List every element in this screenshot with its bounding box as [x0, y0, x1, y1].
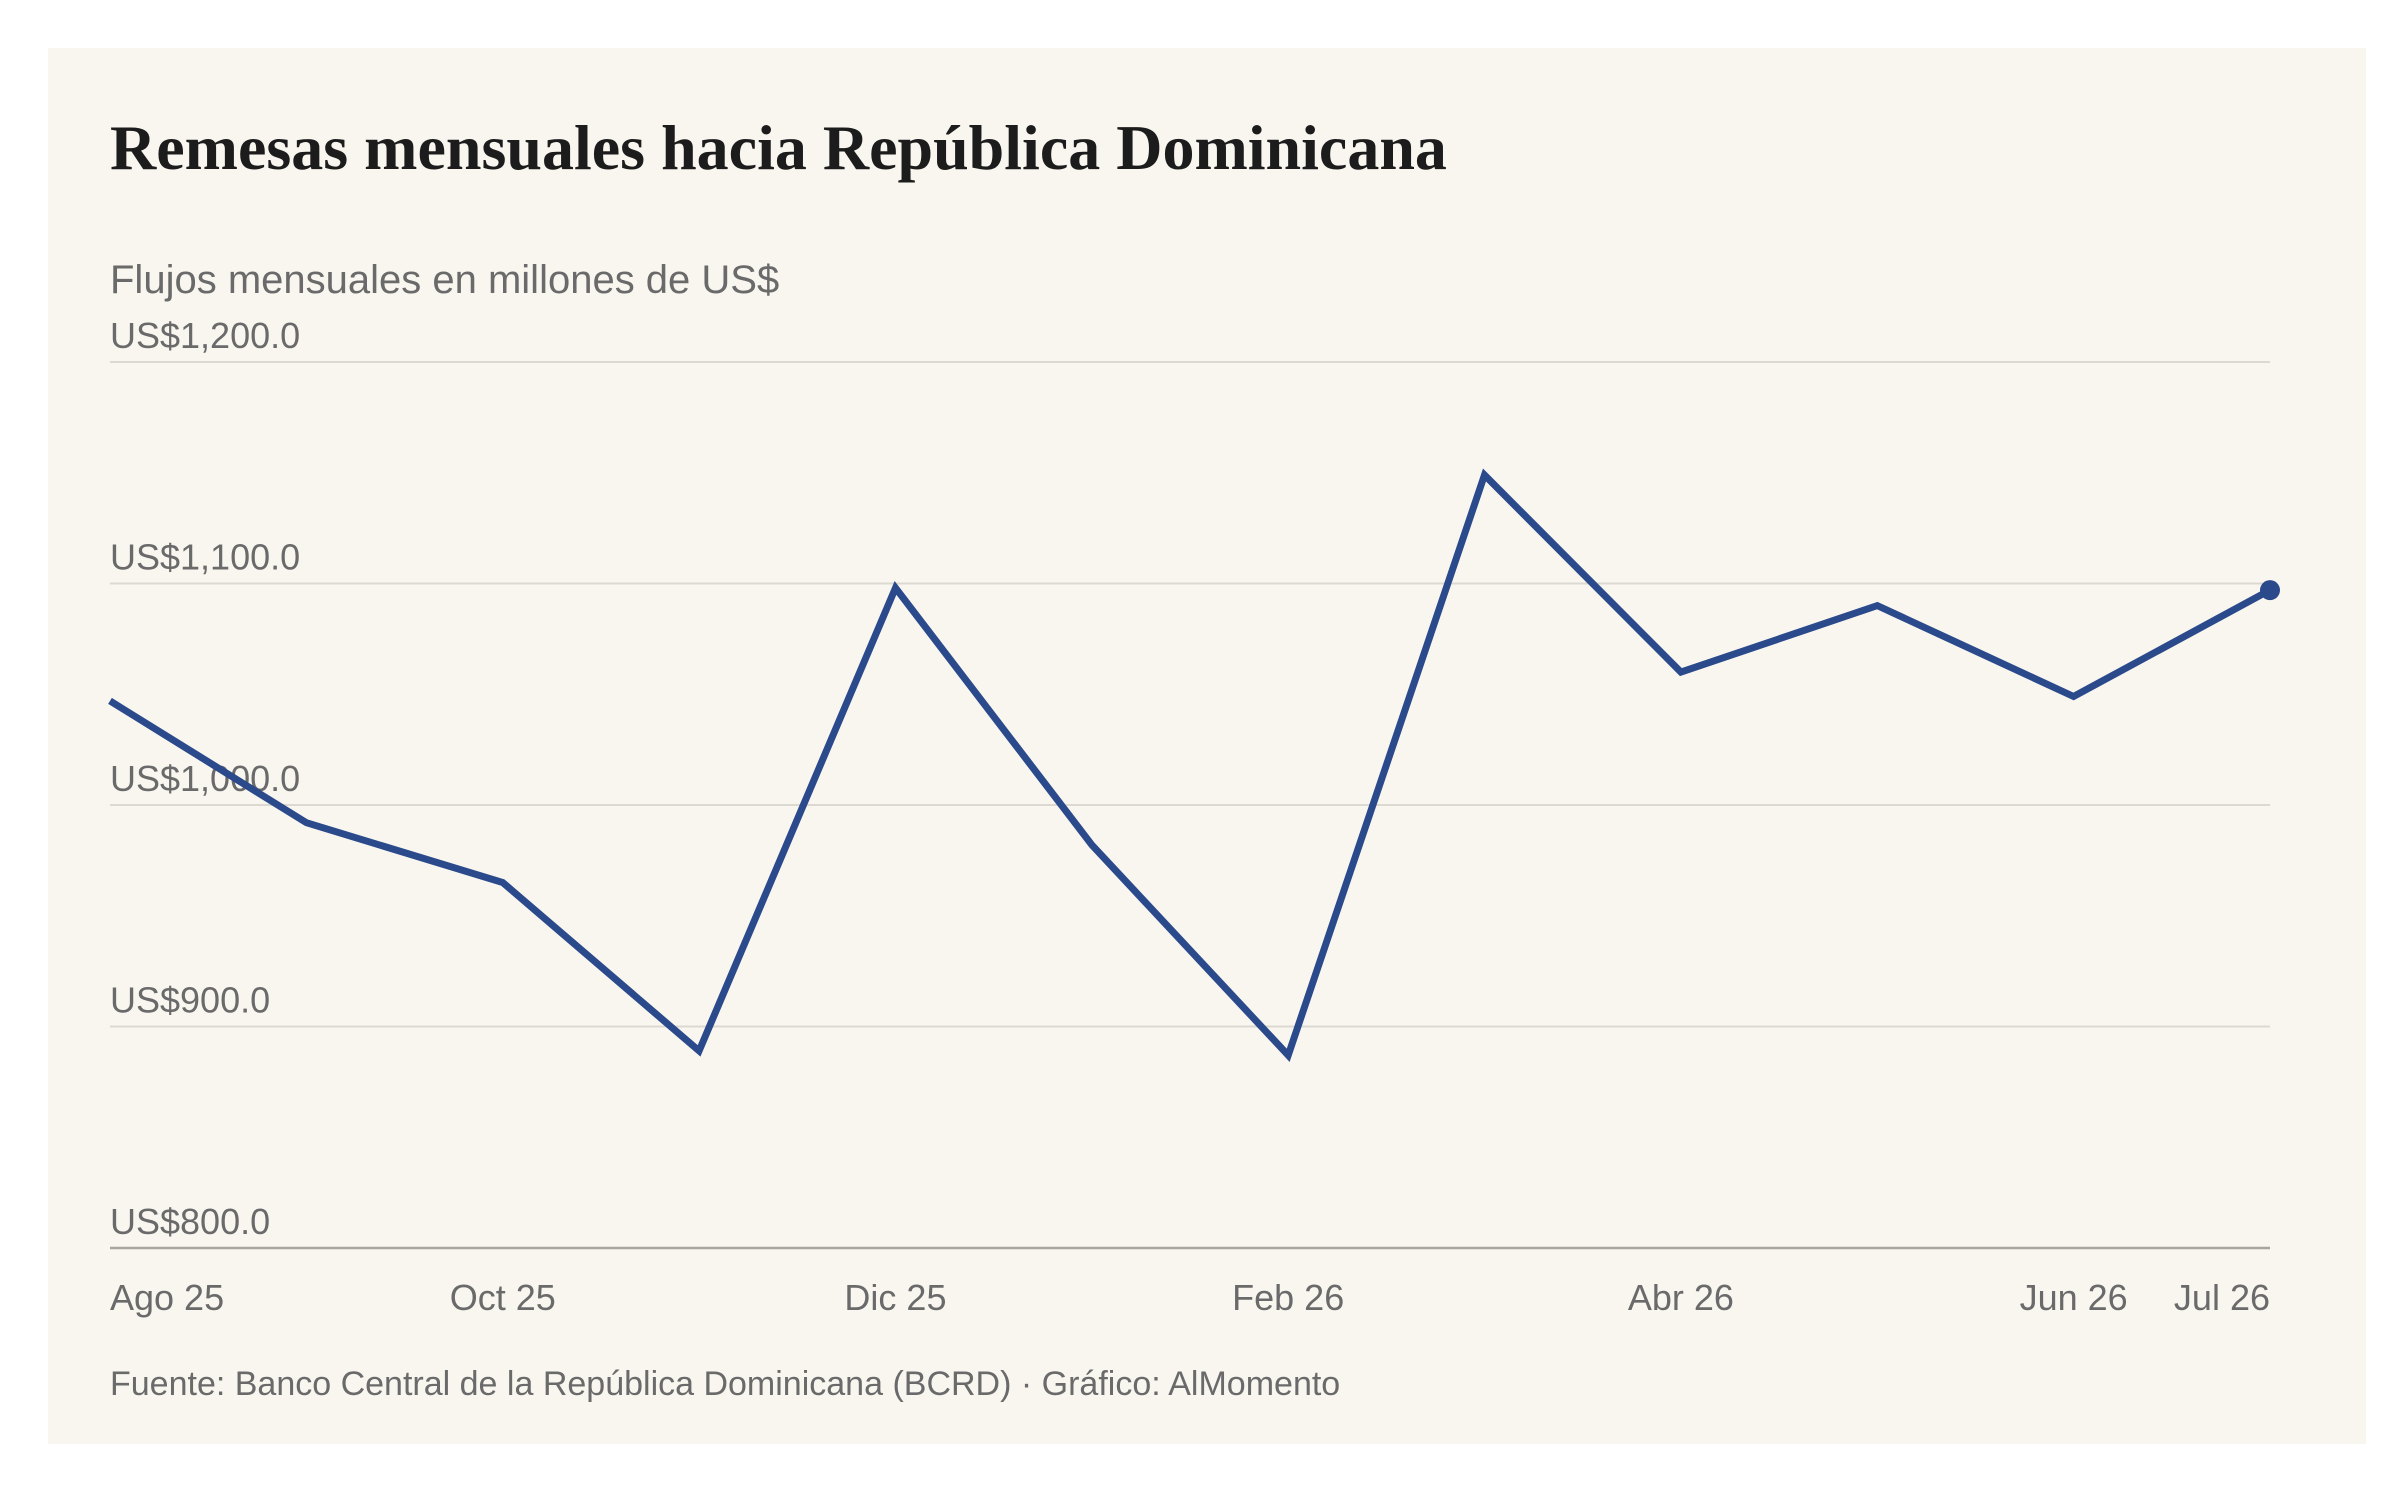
data-point	[696, 1047, 703, 1054]
y-tick-label: US$800.0	[110, 1201, 270, 1242]
series-line	[108, 468, 2272, 1062]
chart-card: Remesas mensuales hacia República Domini…	[48, 48, 2366, 1444]
data-point	[2070, 693, 2077, 700]
data-point	[499, 879, 506, 886]
x-tick-label: Oct 25	[450, 1277, 556, 1318]
x-axis-tick-labels: Ago 25 Oct 25 Dic 25 Feb 26 Abr 26 Jun 26 Jul …	[110, 1277, 2270, 1318]
x-tick-label: Feb 26	[1232, 1277, 1344, 1318]
y-axis-tick-labels: US$800.0 US$900.0 US$1,000.0 US$1,100.0 US$1…	[110, 315, 300, 1242]
chart-source: Fuente: Banco Central de la República Do…	[110, 1365, 1341, 1403]
y-tick-label: US$1,200.0	[110, 315, 300, 356]
x-tick-label: Dic 25	[844, 1277, 946, 1318]
chart-subtitle: Flujos mensuales en millones de US$	[110, 258, 780, 302]
x-tick-label: Jun 26	[2020, 1277, 2128, 1318]
x-tick-label: Ago 25	[110, 1277, 224, 1318]
last-data-point-marker	[2260, 580, 2280, 601]
x-tick-label: Jul 26	[2174, 1277, 2270, 1318]
y-tick-label: US$1,000.0	[110, 758, 300, 799]
line-chart: US$800.0 US$900.0 US$1,000.0 US$1,100.0 US$1…	[107, 315, 2280, 1318]
data-point	[107, 697, 114, 704]
y-tick-label: US$900.0	[110, 980, 270, 1021]
data-point	[1874, 602, 1881, 609]
data-point	[1677, 669, 1684, 676]
data-point	[1285, 1052, 1292, 1059]
chart-title: Remesas mensuales hacia República Domini…	[110, 112, 1447, 183]
x-tick-label: Abr 26	[1628, 1277, 1734, 1318]
data-point	[892, 584, 899, 591]
data-point	[1088, 841, 1095, 848]
data-point	[1481, 471, 1488, 478]
gridlines	[110, 361, 2270, 1250]
series-layer	[107, 468, 2280, 1062]
y-tick-label: US$1,100.0	[110, 537, 300, 578]
data-point	[303, 819, 310, 826]
